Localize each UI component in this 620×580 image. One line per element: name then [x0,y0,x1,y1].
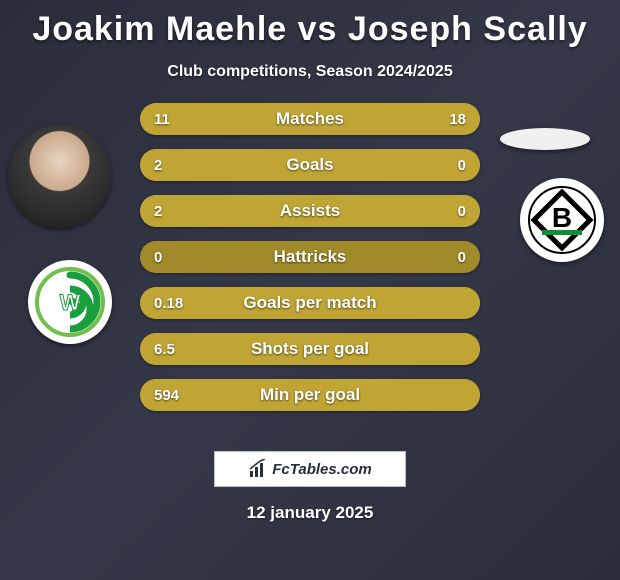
stat-row: 594Min per goal [140,379,480,411]
footer-brand-text: FcTables.com [272,461,371,478]
page-subtitle: Club competitions, Season 2024/2025 [0,63,620,81]
footer-brand: FcTables.com [214,451,406,487]
stat-label: Goals [140,149,480,181]
stat-label: Hattricks [140,241,480,273]
stat-row: 20Assists [140,195,480,227]
chart-icon [248,459,268,479]
stat-label: Matches [140,103,480,135]
stat-row: 1118Matches [140,103,480,135]
footer-date: 12 january 2025 [0,503,620,523]
stat-row: 6.5Shots per goal [140,333,480,365]
stat-label: Min per goal [140,379,480,411]
stat-row: 0.18Goals per match [140,287,480,319]
stat-label: Shots per goal [140,333,480,365]
stat-label: Goals per match [140,287,480,319]
stat-label: Assists [140,195,480,227]
stats-rows: 1118Matches 20Goals 20Assists 00Hattricks 0.… [140,103,480,425]
stat-row: 20Goals [140,149,480,181]
stat-row: 00Hattricks [140,241,480,273]
page-title: Joakim Maehle vs Joseph Scally [0,0,620,49]
